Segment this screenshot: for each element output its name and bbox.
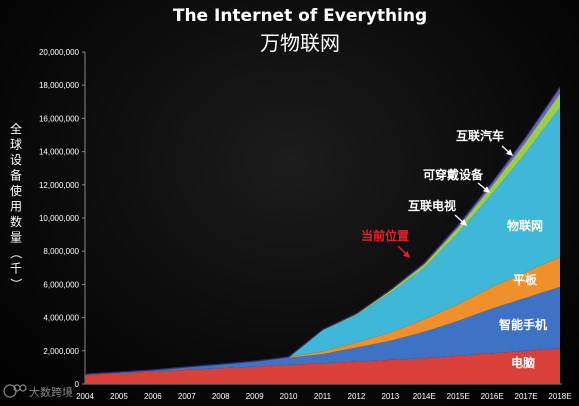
x-tick-label: 2004 — [76, 392, 94, 401]
x-tick-label: 2012 — [348, 392, 366, 401]
x-tick-label: 2015E — [447, 392, 470, 401]
y-tick-label: 12,000,000 — [39, 181, 80, 190]
area-series-3 — [85, 107, 560, 374]
current-position-arrow — [397, 245, 410, 258]
y-tick-label: 10,000,000 — [39, 214, 80, 223]
y-tick-label: 0 — [75, 380, 80, 389]
chart-subtitle: 万物联网 — [260, 31, 340, 55]
x-tick-label: 2013 — [381, 392, 399, 401]
y-label-char: 全 — [10, 121, 22, 136]
y-label-char: ） — [9, 278, 23, 290]
x-tick-label: 2010 — [280, 392, 298, 401]
stack-top-outline — [84, 86, 561, 375]
y-tick-label: 16,000,000 — [39, 114, 80, 123]
y-label-char: （ — [9, 247, 23, 259]
series-areas — [84, 86, 561, 384]
area-series-1 — [85, 286, 560, 375]
y-tick-label: 8,000,000 — [43, 247, 79, 256]
y-label-char: 球 — [10, 138, 22, 152]
y-tick-label: 6,000,000 — [43, 280, 79, 289]
y-tick-label: 18,000,000 — [39, 81, 80, 90]
y-label-char: 千 — [10, 262, 22, 276]
x-axis-ticks: 2004 2005 2006 2007 2008 2009 2010 2011 2012 2013… — [76, 392, 571, 401]
y-label-char: 量 — [10, 231, 22, 245]
band-label-tablet: 平板 — [513, 272, 538, 287]
watermark: 大数跨境 — [3, 384, 73, 399]
x-tick-label: 2017E — [515, 392, 538, 401]
x-tick-label: 2005 — [110, 392, 128, 401]
callout-connected-car-arrow — [501, 145, 513, 156]
x-tick-label: 2009 — [246, 392, 264, 401]
y-label-char: 使 — [10, 183, 22, 198]
y-label-char: 数 — [10, 214, 22, 229]
y-tick-label: 20,000,000 — [39, 48, 80, 57]
y-axis-ticks: 0 2,000,000 4,000,000 6,000,000 8,000,000 10,… — [39, 48, 85, 389]
x-tick-label: 2008 — [212, 392, 230, 401]
callout-wearables-arrow — [477, 182, 491, 193]
area-series-0 — [85, 348, 560, 384]
y-label-char: 备 — [10, 169, 22, 183]
watermark-text: 大数跨境 — [29, 385, 73, 399]
x-tick-label: 2011 — [314, 392, 332, 401]
x-tick-label: 2006 — [144, 392, 162, 401]
band-label-smartphone: 智能手机 — [498, 317, 547, 332]
band-label-pc: 电脑 — [511, 355, 535, 370]
x-tick-label: 2007 — [178, 392, 196, 401]
callout-wearables: 可穿戴设备 — [423, 167, 484, 182]
area-series-2 — [85, 257, 560, 374]
x-tick-label: 2018E — [548, 392, 571, 401]
band-label-iot: 物联网 — [507, 218, 543, 233]
y-label-char: 用 — [10, 200, 22, 214]
callout-connected-tv-arrow — [454, 214, 467, 226]
y-tick-label: 2,000,000 — [43, 347, 79, 356]
y-tick-label: 14,000,000 — [39, 148, 80, 157]
chart-title: The Internet of Everything — [173, 6, 427, 26]
callout-connected-car: 互联汽车 — [456, 128, 504, 143]
x-tick-label: 2014E — [413, 392, 436, 401]
x-tick-label: 2016E — [481, 392, 504, 401]
y-label-char: 设 — [10, 153, 22, 167]
callout-connected-tv: 互联电视 — [408, 198, 456, 213]
y-tick-label: 4,000,000 — [43, 314, 79, 323]
current-position-label: 当前位置 — [361, 228, 409, 243]
